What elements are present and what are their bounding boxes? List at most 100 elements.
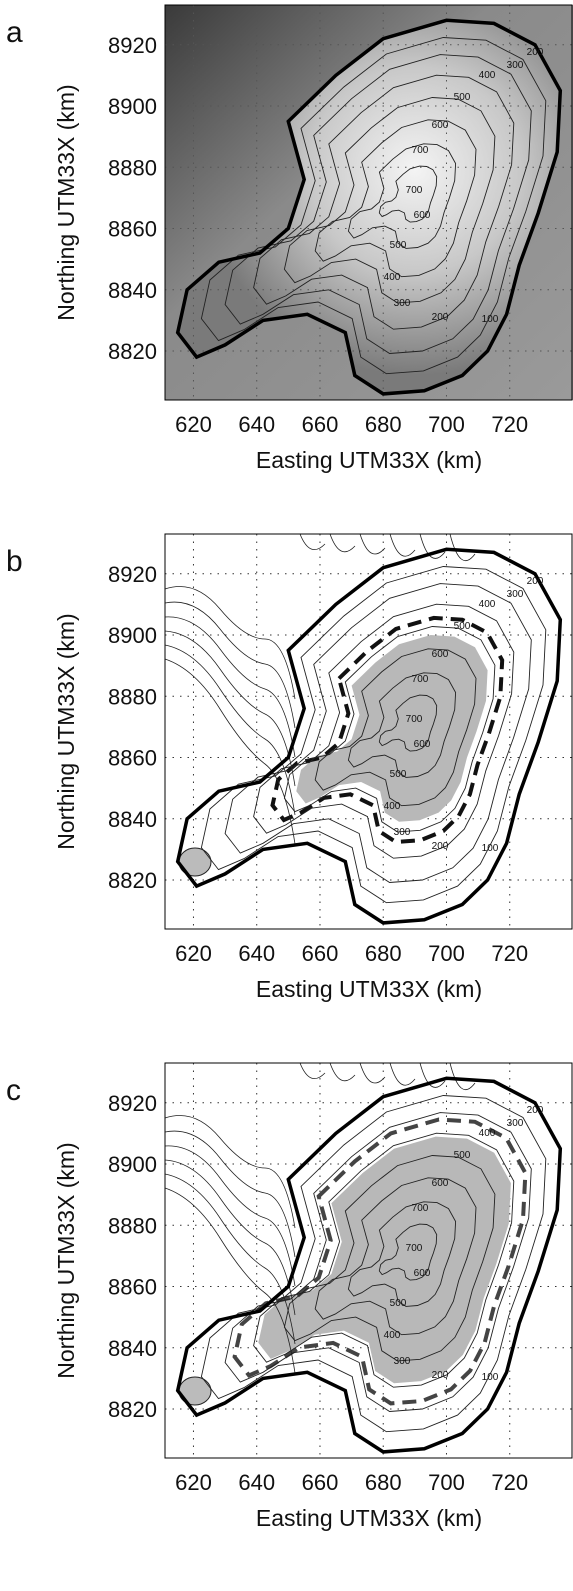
land-contour — [359, 533, 386, 555]
panel-label: b — [6, 545, 23, 578]
shaded-zone — [258, 1136, 511, 1384]
y-tick-label: 8920 — [108, 1091, 157, 1116]
y-tick-label: 8900 — [108, 94, 157, 119]
y-tick-label: 8880 — [108, 1213, 157, 1238]
contour-label: 600 — [432, 120, 449, 131]
x-tick-label: 700 — [428, 1470, 465, 1495]
contour-label: 200 — [432, 841, 449, 852]
land-contour — [329, 533, 356, 553]
x-axis-title: Easting UTM33X (km) — [256, 1505, 482, 1531]
contour-label: 700 — [412, 674, 429, 685]
contour-line — [314, 648, 477, 807]
land-contour — [164, 1187, 296, 1374]
contour-label: 400 — [479, 1128, 496, 1139]
contour-label: 500 — [454, 621, 471, 632]
contour-label: 600 — [414, 739, 431, 750]
y-tick-label: 8920 — [108, 562, 157, 587]
plot-frame — [164, 1062, 573, 1459]
land-contour — [164, 630, 296, 787]
contour-label: 400 — [384, 272, 401, 283]
y-tick-label: 8820 — [108, 868, 157, 893]
contour-label: 700 — [406, 185, 423, 196]
contour-label: 200 — [432, 312, 449, 323]
contour-label: 600 — [432, 649, 449, 660]
x-tick-label: 660 — [302, 1470, 339, 1495]
contour-label: 500 — [390, 769, 407, 780]
contour-line — [224, 54, 532, 354]
contour-line — [200, 566, 547, 904]
y-tick-label: 8820 — [108, 1397, 157, 1422]
panel-label: c — [6, 1074, 21, 1107]
y-tick-label: 8880 — [108, 155, 157, 180]
y-tick-label: 8920 — [108, 33, 157, 58]
contour-line — [314, 119, 477, 278]
contour-line — [347, 1201, 457, 1307]
x-tick-label: 700 — [428, 412, 465, 437]
y-tick-label: 8900 — [108, 623, 157, 648]
land-contour — [389, 1062, 416, 1086]
ice-cap-outline — [175, 547, 563, 925]
contour-line — [253, 603, 515, 859]
contour-label: 200 — [432, 1370, 449, 1381]
y-tick-label: 8860 — [108, 746, 157, 771]
x-tick-label: 680 — [365, 941, 402, 966]
land-contour — [164, 1145, 296, 1287]
y-tick-label: 8860 — [108, 217, 157, 242]
land-contour — [164, 616, 296, 758]
contour-label: 400 — [384, 801, 401, 812]
panel: 620 640 660 680 700 720 8820 8840 8860 8880 8900 89… — [6, 533, 573, 1002]
x-tick-label: 700 — [428, 941, 465, 966]
ice-cap-outline — [175, 1076, 563, 1454]
x-tick-label: 640 — [238, 412, 275, 437]
ice-cap-surface — [177, 20, 561, 394]
land-contour — [359, 1062, 386, 1084]
contour-label: 400 — [384, 1330, 401, 1341]
y-axis-title: Northing UTM33X (km) — [53, 613, 79, 849]
x-tick-label: 680 — [365, 1470, 402, 1495]
dashed-line — [232, 1117, 528, 1406]
x-tick-label: 620 — [175, 941, 212, 966]
x-tick-label: 620 — [175, 412, 212, 437]
contour-label: 300 — [507, 589, 524, 600]
panel: 620 640 660 680 700 720 8820 8840 8860 8880 8900 89… — [6, 4, 573, 473]
contour-label: 600 — [414, 210, 431, 221]
contour-label: 500 — [390, 1298, 407, 1309]
land-contour — [164, 1159, 296, 1316]
land-contour — [164, 1130, 296, 1258]
contour-label: 100 — [482, 1372, 499, 1383]
x-tick-label: 680 — [365, 412, 402, 437]
contour-label: 300 — [394, 827, 411, 838]
land-contour — [164, 1115, 296, 1229]
ice-cap-outline — [175, 18, 563, 396]
contour-label: 700 — [412, 1203, 429, 1214]
x-tick-label: 720 — [491, 1470, 528, 1495]
land-contour — [449, 1062, 476, 1090]
panel-label: a — [6, 16, 23, 49]
contour-line — [378, 165, 438, 223]
y-tick-label: 8900 — [108, 1152, 157, 1177]
contour-label: 600 — [414, 1268, 431, 1279]
contour-label: 700 — [412, 145, 429, 156]
y-axis-title: Northing UTM33X (km) — [53, 1142, 79, 1378]
y-tick-label: 8840 — [108, 1336, 157, 1361]
land-contour — [299, 1062, 326, 1080]
contour-label: 200 — [527, 1105, 544, 1116]
x-tick-label: 720 — [491, 941, 528, 966]
contour-label: 200 — [527, 576, 544, 587]
contour-line — [253, 74, 515, 330]
land-contour — [329, 1062, 356, 1082]
contour-line — [224, 583, 532, 883]
y-tick-label: 8840 — [108, 807, 157, 832]
contour-label: 100 — [482, 314, 499, 325]
contour-line — [378, 694, 438, 752]
y-tick-label: 8880 — [108, 684, 157, 709]
contour-label: 600 — [432, 1178, 449, 1189]
contour-label: 700 — [406, 714, 423, 725]
contour-label: 500 — [390, 240, 407, 251]
land-contour — [419, 533, 446, 559]
contour-line — [347, 143, 457, 249]
land-contour — [164, 601, 296, 729]
contour-line — [253, 1132, 515, 1388]
contour-label: 300 — [507, 60, 524, 71]
